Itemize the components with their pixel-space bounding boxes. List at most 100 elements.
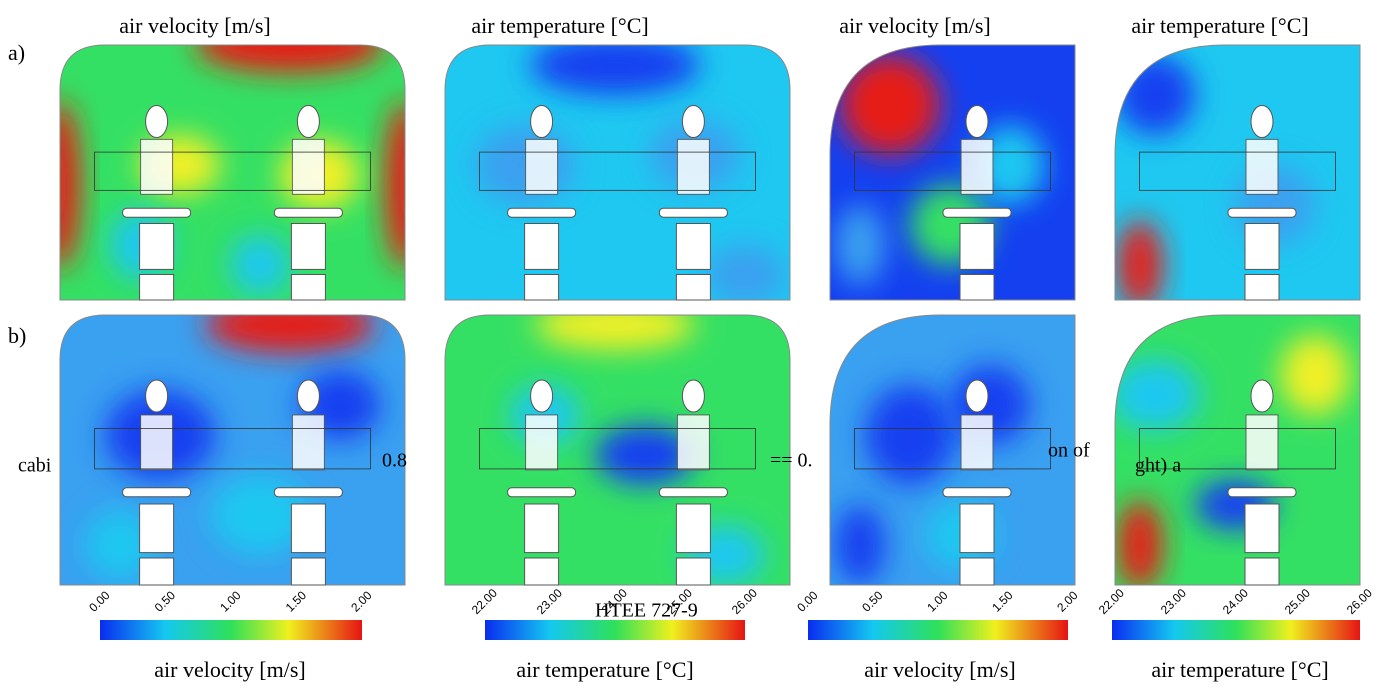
seat-base (525, 275, 559, 301)
cfd-panel (1110, 315, 1360, 590)
colorbar-tick-label: 0.50 (152, 588, 179, 615)
field (60, 298, 405, 586)
colorbar (808, 620, 1068, 640)
seat-base (676, 275, 710, 301)
cfd-panel (60, 298, 405, 586)
field (830, 45, 1075, 300)
seat-post (525, 224, 559, 270)
seat (274, 208, 342, 217)
field-blob (705, 245, 785, 305)
colorbar-tick-label: 0.00 (86, 588, 113, 615)
figure-body (141, 139, 173, 194)
colorbar-tick-label: 23.00 (1158, 586, 1189, 617)
figure-body (677, 139, 709, 194)
figure-body (961, 139, 993, 194)
seat-base (291, 275, 325, 301)
seat (1228, 488, 1296, 497)
figure-head (531, 106, 553, 138)
seat-base (960, 275, 994, 301)
figure-body (961, 415, 993, 470)
figure-body (141, 415, 173, 470)
colorbar-label: air velocity [m/s] (154, 657, 306, 682)
figure-body (526, 415, 558, 470)
seat-base (676, 558, 710, 585)
seat-post (1245, 224, 1279, 270)
colorbar-label: air temperature [°C] (516, 657, 693, 682)
seat-post (140, 504, 174, 553)
colorbar-tick-label: 23.00 (534, 586, 565, 617)
colorbar (100, 620, 362, 640)
figure-body (292, 139, 324, 194)
seat (508, 488, 576, 497)
colorbar-tick-label: 26.00 (1344, 586, 1375, 617)
seat-base (1245, 275, 1279, 301)
figure-head (1251, 106, 1273, 138)
overlay-text: HTEE 727-9 (595, 600, 698, 622)
figure-head (297, 380, 319, 412)
overlay-text: ght) a (1135, 455, 1181, 477)
cfd-panel (830, 315, 1075, 585)
cfd-panel (445, 35, 790, 305)
field-blob (835, 205, 885, 285)
field-blob (1118, 500, 1163, 590)
figure-body (677, 415, 709, 470)
cfd-panel (830, 45, 1075, 300)
panel-title: air temperature [°C] (1131, 13, 1308, 38)
figure-head (682, 380, 704, 412)
seat-base (291, 558, 325, 585)
seat (943, 488, 1011, 497)
seat (659, 208, 727, 217)
colorbar-tick-label: 26.00 (729, 586, 760, 617)
seat-post (140, 224, 174, 270)
field (40, 18, 425, 301)
figure-head (1251, 380, 1273, 412)
seat (943, 208, 1011, 217)
colorbar-tick-label: 1.00 (217, 588, 244, 615)
field (830, 315, 1075, 585)
field (445, 300, 790, 585)
seat-post (960, 504, 994, 553)
cfd-panel (445, 300, 790, 585)
colorbar-label: air temperature [°C] (1151, 657, 1328, 682)
seat (659, 488, 727, 497)
panel-title: air velocity [m/s] (839, 13, 991, 38)
figure-head (682, 106, 704, 138)
field-blob (530, 35, 700, 95)
seat-post (676, 224, 710, 270)
seat-post (291, 224, 325, 270)
seat-base (1245, 558, 1279, 585)
colorbar (1112, 620, 1360, 640)
colorbar-label: air velocity [m/s] (864, 657, 1016, 682)
overlay-text: on of (1048, 440, 1090, 462)
seat-base (140, 275, 174, 301)
figure-head (966, 380, 988, 412)
seat-post (1245, 504, 1279, 553)
seat (1228, 208, 1296, 217)
cfd-panels (40, 18, 1360, 591)
seat (274, 488, 342, 497)
colorbar-tick-label: 1.00 (924, 588, 951, 615)
field (1110, 315, 1360, 590)
row-label: b) (8, 323, 26, 348)
seat-base (960, 558, 994, 585)
panel-title: air velocity [m/s] (119, 13, 271, 38)
seat-post (960, 224, 994, 270)
seat-base (525, 558, 559, 585)
field-blob (1118, 220, 1163, 310)
field-blob (865, 385, 955, 485)
figure-head (146, 380, 168, 412)
overlay-text: 0.8 (382, 450, 407, 472)
seat-base (140, 558, 174, 585)
colorbar-tick-label: 2.00 (348, 588, 375, 615)
colorbar-tick-label: 22.00 (469, 586, 500, 617)
figure-body (526, 139, 558, 194)
colorbar-tick-label: 1.50 (283, 588, 310, 615)
figure: air velocity [m/s] air temperature [°C] ai… (0, 0, 1399, 696)
field-blob (535, 300, 695, 350)
figure-body (292, 415, 324, 470)
figure-body (1246, 415, 1278, 470)
field (1115, 45, 1360, 310)
colorbar-tick-label: 2.00 (1054, 588, 1081, 615)
panel-title: air temperature [°C] (471, 13, 648, 38)
colorbar (485, 620, 745, 640)
